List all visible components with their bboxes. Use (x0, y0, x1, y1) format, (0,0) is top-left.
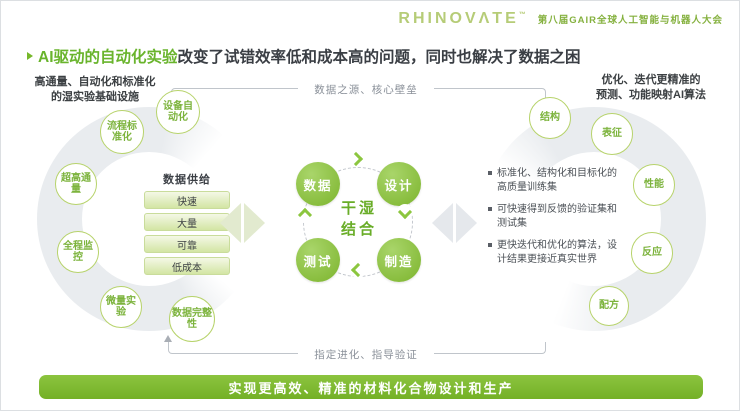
flow-arrow-left-icon (220, 203, 265, 243)
bullet-square-icon (488, 171, 492, 175)
left-heading-line1: 高通量、自动化和标准化 (34, 76, 156, 88)
flow-arrow-right-tip-icon (456, 203, 477, 243)
right-heading-line2: 预测、功能映射AI算法 (596, 88, 706, 101)
bottom-connector-label: 指定进化、指导验证 (298, 347, 434, 362)
node-ultra-high-throughput: 超高通量 (55, 163, 97, 205)
cycle-arrow-left-icon (350, 262, 366, 278)
flow-arrow-left-tip-icon (432, 203, 453, 243)
bullet-training-set: 标准化、结构化和目标化的高质量训练集 (488, 167, 626, 195)
title-rest: 改变了试错效率低和成本高的问题，同时也解决了数据之困 (177, 49, 581, 66)
bullet-text: 可快速得到反馈的验证集和测试集 (497, 204, 617, 229)
bullet-algorithm-iteration: 更快迭代和优化的算法，设计结果更接近真实世界 (488, 239, 626, 267)
conference-name: 第八届GAIR全球人工智能与机器人大会 (537, 15, 723, 26)
bullet-text: 更快迭代和优化的算法，设计结果更接近真实世界 (497, 240, 617, 265)
cycle-node-design: 设计 (377, 162, 421, 206)
bullet-square-icon (488, 207, 492, 211)
data-supply-item-large: 大量 (144, 213, 230, 231)
bullet-square-icon (488, 243, 492, 247)
flow-arrow-right-tip-icon (244, 203, 265, 243)
data-supply: 数据供给 快速 大量 可靠 低成本 (144, 171, 230, 275)
node-data-integrity: 数据完整性 (169, 296, 215, 342)
right-heading-line1: 优化、迭代更精准的 (601, 74, 701, 86)
node-micro-experiment: 微量实验 (100, 286, 142, 328)
title-marker-icon (27, 52, 33, 60)
cycle-arrow-down-icon (397, 204, 413, 220)
rhinovate-logo: RHINOVΛTE™ (398, 10, 525, 28)
cycle-node-manufacture: 制造 (377, 238, 421, 282)
slide-title: AI驱动的自动化实验 改变了试错效率低和成本高的问题，同时也解决了数据之困 (27, 45, 581, 67)
node-equipment-automation: 设备自动化 (156, 90, 200, 134)
title-highlight: AI驱动的自动化实验 (38, 49, 178, 66)
trademark-symbol: ™ (518, 11, 526, 19)
data-supply-item-lowcost: 低成本 (144, 257, 230, 275)
top-connector-label: 数据之源、核心壁垒 (298, 82, 434, 97)
data-supply-label: 数据供给 (163, 174, 211, 186)
flow-arrow-left-tip-icon (220, 203, 241, 243)
node-performance: 性能 (633, 164, 675, 206)
cycle-node-test: 测试 (296, 238, 340, 282)
bullet-validation-set: 可快速得到反馈的验证集和测试集 (488, 203, 626, 231)
logo-text: RHINOVΛTE (398, 10, 519, 27)
bullet-text: 标准化、结构化和目标化的高质量训练集 (497, 168, 617, 193)
core-label: 干湿结合 (340, 200, 377, 238)
node-structure: 结构 (529, 97, 571, 139)
cycle-arrow-right-icon (348, 151, 364, 167)
node-process-standardization: 流程标准化 (100, 110, 144, 154)
node-characterization: 表征 (591, 113, 633, 155)
node-formula: 配方 (589, 286, 629, 326)
flow-arrow-right-icon (432, 203, 477, 243)
left-heading: 高通量、自动化和标准化 的湿实验基础设施 (15, 75, 175, 105)
right-heading: 优化、迭代更精准的 预测、功能映射AI算法 (569, 73, 733, 103)
bottom-banner: 实现更高效、精准的材料化合物设计和生产 (39, 375, 703, 399)
cycle-arrow-up-icon (297, 207, 313, 223)
brand-header: RHINOVΛTE™ 第八届GAIR全球人工智能与机器人大会 (398, 10, 723, 28)
node-reaction: 反应 (631, 232, 673, 274)
data-supply-item-reliable: 可靠 (144, 235, 230, 253)
node-full-process-monitoring: 全程监控 (57, 231, 99, 273)
up-arrow-icon (164, 335, 172, 342)
left-heading-line2: 的湿实验基础设施 (51, 90, 139, 103)
right-bullets: 标准化、结构化和目标化的高质量训练集 可快速得到反馈的验证集和测试集 更快迭代和… (488, 167, 626, 275)
cycle-node-data: 数据 (296, 162, 340, 206)
data-supply-item-fast: 快速 (144, 191, 230, 209)
